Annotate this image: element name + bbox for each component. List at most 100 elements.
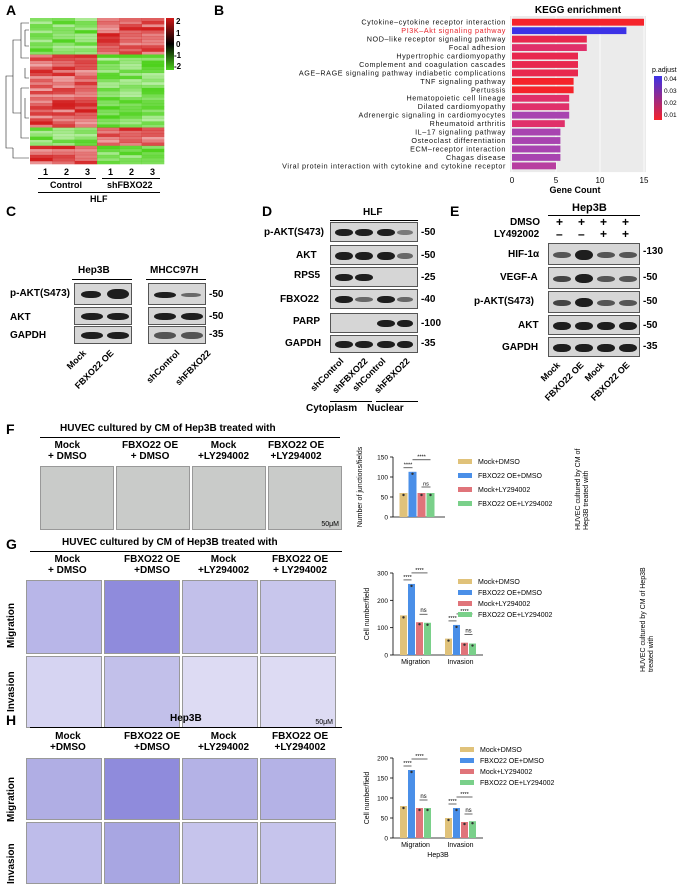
heatmap-cell — [30, 57, 53, 61]
heatmap-cell — [74, 39, 98, 43]
heatmap-cell — [119, 94, 142, 98]
legend-swatch — [458, 579, 472, 584]
heatmap-cell — [119, 21, 142, 25]
heatmap-cell — [141, 124, 165, 128]
side-label-f: HUVEC cultured by CM of Hep3B treated wi… — [575, 448, 590, 530]
heatmap-cell — [30, 36, 53, 40]
condition-label: Mock + DMSO — [48, 440, 87, 462]
heatmap-cell — [52, 121, 75, 125]
legend-swatch — [460, 747, 474, 752]
y-axis-label: Cell number/field — [364, 588, 371, 641]
heatmap-cell — [119, 154, 142, 159]
legend-swatch — [458, 473, 472, 478]
kda-label: -50 — [643, 320, 658, 331]
kegg-bar — [512, 77, 574, 85]
heatmap-cell — [74, 118, 98, 122]
y-tick-label: 100 — [377, 796, 388, 803]
heatmap-cell — [30, 21, 53, 25]
heatmap-cell — [119, 124, 142, 128]
heatmap-cell — [97, 81, 120, 86]
heatmap-cell — [52, 106, 75, 110]
heatmap-cell — [52, 115, 75, 119]
heatmap-cell — [119, 84, 142, 89]
condition-label: Mock +LY294002 — [198, 554, 250, 576]
sign: + — [600, 227, 608, 241]
kegg-term-label: Pertussis — [471, 85, 506, 94]
heatmap-cell — [52, 154, 75, 159]
heatmap-cell — [141, 118, 165, 122]
heatmap-cell — [30, 30, 53, 34]
heatmap-cell — [141, 109, 165, 113]
heatmap-cell — [119, 151, 142, 156]
kegg-term-label: Chagas disease — [446, 153, 506, 162]
heatmap-cell — [97, 60, 120, 64]
heatmap-cell — [74, 103, 98, 107]
legend-label: FBXO22 OE+LY294002 — [478, 612, 552, 619]
heatmap-cell — [30, 151, 53, 156]
y-tick-label: 150 — [377, 776, 388, 783]
x-category-label: Migration — [401, 842, 430, 849]
legend-label: Mock+DMSO — [480, 747, 522, 754]
heatmap-cell — [141, 97, 165, 101]
invasion-image: 50μM — [260, 656, 336, 728]
heatmap-cell — [74, 100, 98, 104]
heatmap-cell — [52, 112, 75, 116]
blot-d-pakt — [330, 222, 418, 242]
row-migration: Migration — [6, 777, 17, 822]
heatmap-cell — [30, 60, 53, 64]
blot-d-parp — [330, 313, 418, 333]
heatmap-cell — [119, 87, 142, 92]
invasion-image — [182, 656, 258, 728]
heatmap-cell — [30, 130, 53, 134]
sig-label: **** — [404, 462, 413, 468]
heatmap-cell — [52, 72, 75, 77]
heatmap-cell — [97, 66, 120, 71]
data-point — [410, 584, 413, 588]
kegg-term-label: Adrenergic signaling in cardiomyocytes — [359, 111, 506, 120]
kegg-term-label: Complement and coagulation cascades — [359, 60, 506, 69]
heatmap-cell — [97, 136, 120, 140]
heatmap-cell — [74, 63, 98, 67]
sign: + — [600, 215, 608, 229]
scale-bar-label: 50μM — [315, 719, 333, 726]
heatmap-cell — [30, 33, 53, 37]
kegg-bar — [512, 61, 578, 68]
heatmap-cell — [119, 33, 142, 37]
kegg-enrichment-chart: KEGG enrichment Cytokine–cytokine recepto… — [282, 5, 677, 195]
heatmap-cell — [52, 109, 75, 113]
heatmap-cell — [141, 66, 165, 71]
heatmap-cell — [52, 69, 75, 74]
heatmap-cell — [141, 39, 165, 43]
heatmap-cell — [74, 87, 98, 92]
data-point — [426, 623, 429, 626]
condition-label: Mock +DMSO — [50, 731, 86, 753]
heatmap-cell — [52, 160, 75, 165]
kegg-term-label: ECM–receptor interaction — [410, 144, 506, 153]
heatmap-cell — [74, 18, 98, 22]
kda-label: -35 — [643, 341, 658, 352]
scale-0: 0 — [176, 40, 181, 49]
legend-label: FBXO22 OE+DMSO — [480, 758, 545, 765]
heatmap-cell — [119, 30, 142, 34]
y-axis-label: Cell number/field — [364, 772, 371, 825]
data-point — [455, 625, 458, 629]
row-migration: Migration — [6, 603, 17, 648]
data-point — [447, 639, 450, 642]
legend-swatch — [460, 769, 474, 774]
heatmap-cell — [30, 75, 53, 80]
kegg-term-label: Dilated cardiomyopathy — [418, 102, 506, 111]
heatmap-cell — [30, 154, 53, 159]
heatmap-cell — [141, 139, 165, 144]
migration-image — [104, 580, 180, 654]
heatmap-cell — [52, 145, 75, 150]
heatmap-cell — [74, 81, 98, 86]
heatmap-cell — [97, 54, 120, 58]
heatmap-cell — [74, 84, 98, 89]
heatmap-cell — [30, 87, 53, 92]
legend-swatch — [458, 501, 472, 506]
kegg-term-label: Viral protein interaction with cytokine … — [282, 161, 506, 170]
heatmap-cell — [119, 157, 142, 162]
heatmap-cell — [119, 121, 142, 125]
kegg-bar — [512, 145, 561, 153]
heatmap-cell — [30, 94, 53, 98]
